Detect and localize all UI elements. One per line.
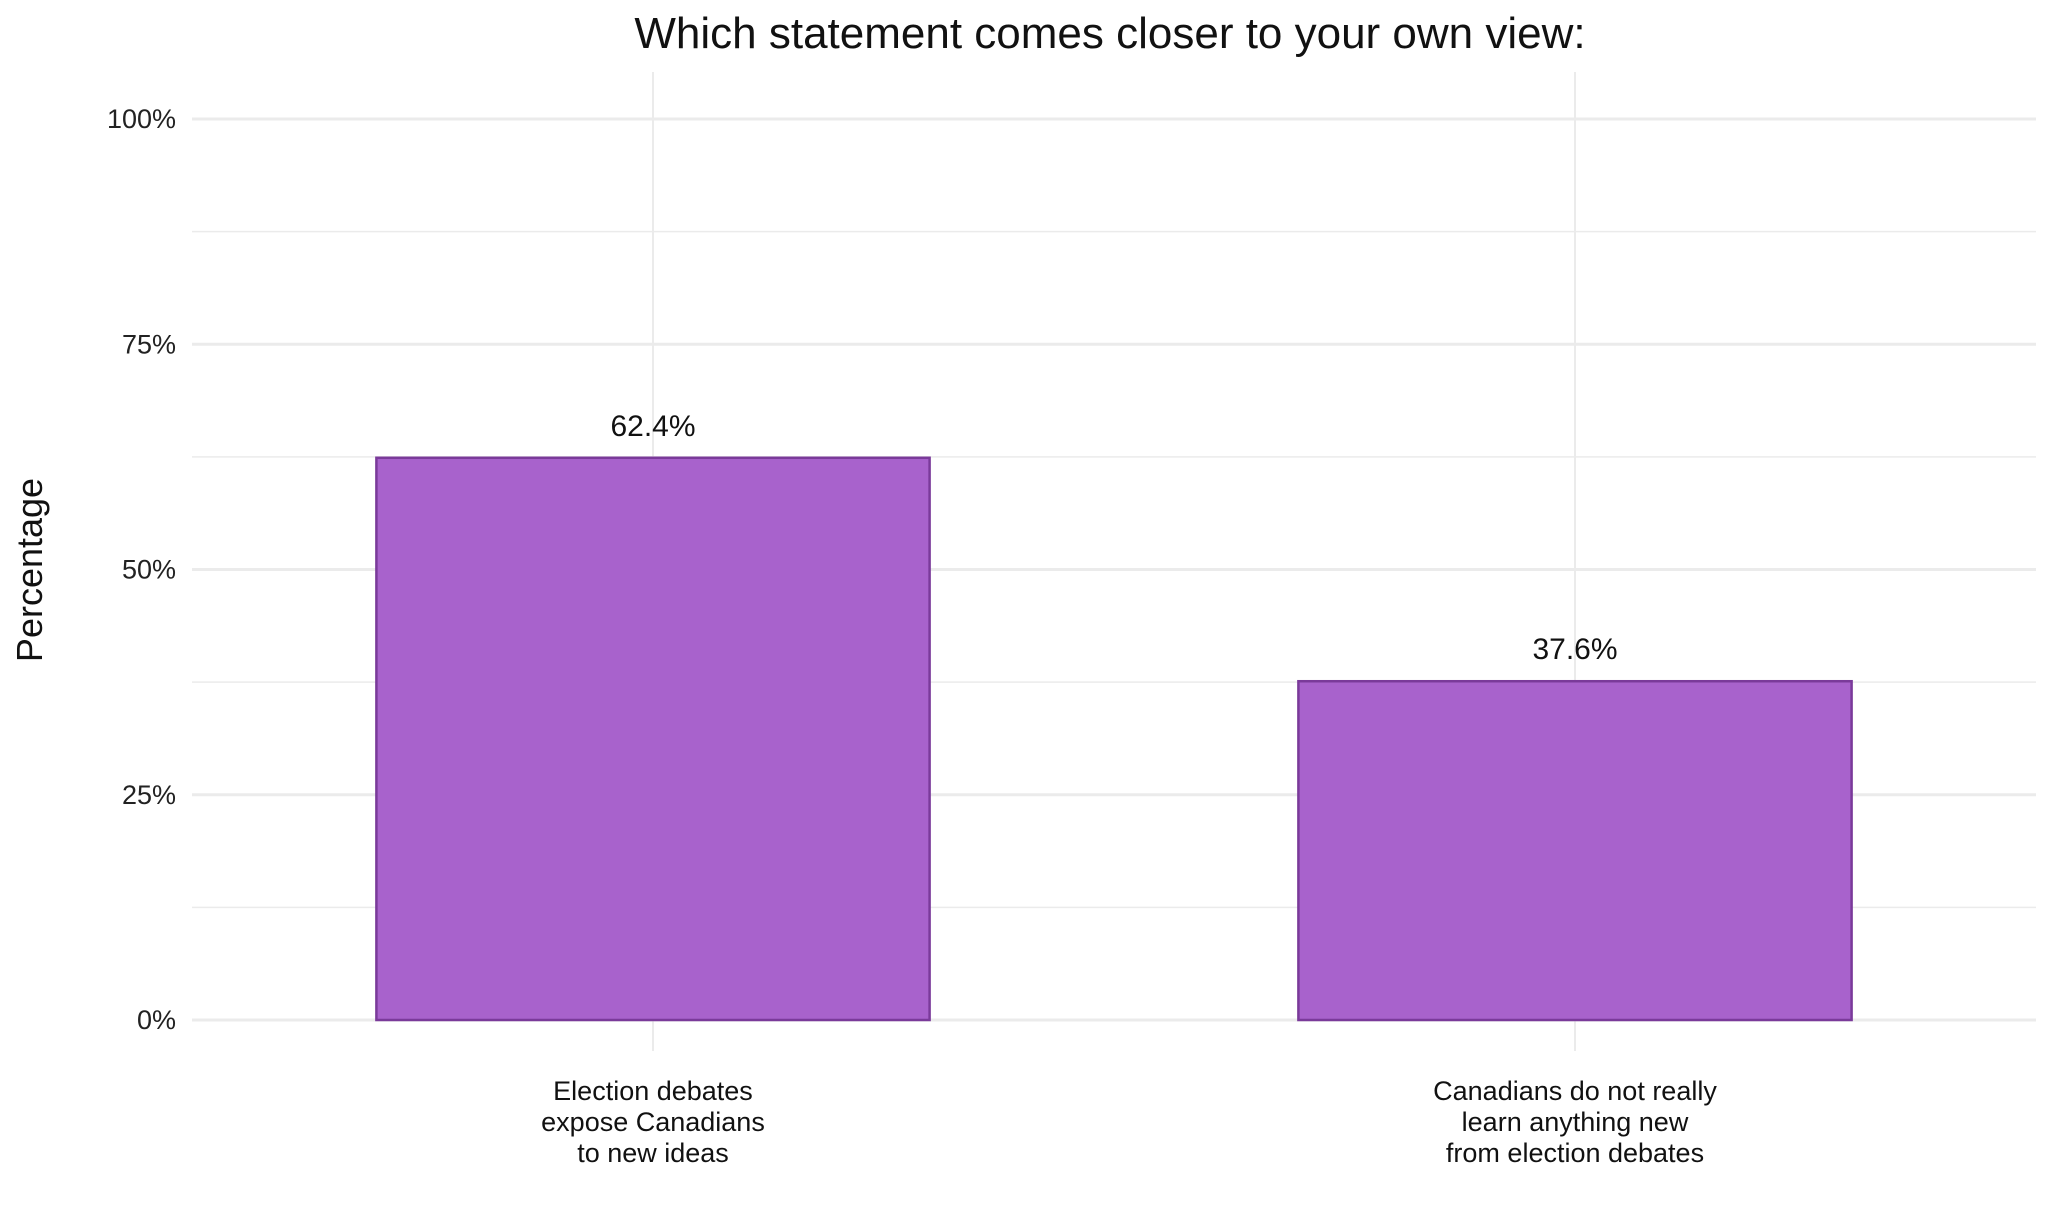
x-tick-label-line: expose Canadians bbox=[541, 1107, 765, 1137]
y-tick-label: 75% bbox=[122, 329, 176, 359]
x-tick-label-line: Canadians do not really bbox=[1433, 1076, 1717, 1106]
bar bbox=[375, 456, 931, 1022]
bars bbox=[375, 456, 1853, 1022]
chart-title: Which statement comes closer to your own… bbox=[634, 9, 1585, 58]
data-label: 37.6% bbox=[1532, 633, 1617, 666]
y-tick-label: 0% bbox=[137, 1005, 176, 1035]
y-axis-title: Percentage bbox=[9, 478, 50, 662]
x-tick-label-line: learn anything new bbox=[1462, 1107, 1689, 1137]
x-tick-label-line: from election debates bbox=[1446, 1138, 1704, 1168]
bar bbox=[1297, 679, 1853, 1022]
x-tick-label-line: to new ideas bbox=[577, 1138, 729, 1168]
labels: 0% 25% 50% 75% 100% 62.4% Election debates expo… bbox=[107, 104, 1717, 1168]
y-tick-label: 100% bbox=[107, 104, 176, 134]
data-label: 62.4% bbox=[610, 410, 695, 443]
x-tick-label: Election debates expose Canadians to new i… bbox=[541, 1076, 765, 1168]
y-tick-label: 25% bbox=[122, 780, 176, 810]
y-tick-label: 50% bbox=[122, 555, 176, 585]
x-tick-label: Canadians do not really learn anything ne… bbox=[1433, 1076, 1717, 1168]
x-tick-label-line: Election debates bbox=[553, 1076, 753, 1106]
